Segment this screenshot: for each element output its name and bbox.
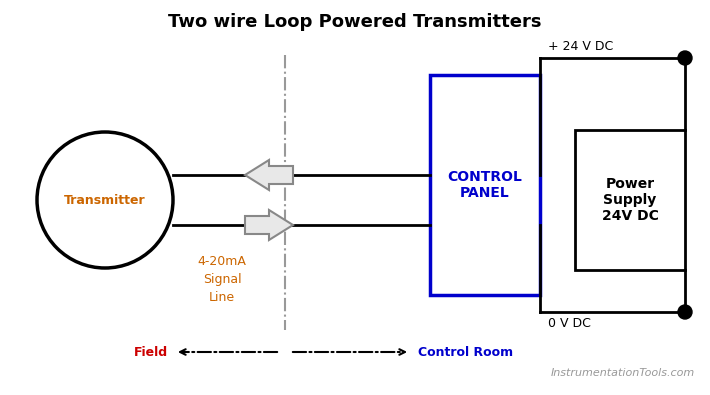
Text: 4-20mA
Signal
Line: 4-20mA Signal Line [197, 255, 246, 304]
Text: Control Room: Control Room [418, 346, 513, 359]
Text: + 24 V DC: + 24 V DC [548, 40, 613, 53]
Text: CONTROL
PANEL: CONTROL PANEL [447, 170, 523, 200]
Text: Transmitter: Transmitter [64, 194, 146, 207]
Text: 0 V DC: 0 V DC [548, 317, 591, 330]
Text: Power
Supply
24V DC: Power Supply 24V DC [601, 177, 658, 223]
Circle shape [678, 51, 692, 65]
Bar [575, 130, 685, 270]
Polygon shape [245, 210, 293, 240]
Polygon shape [245, 160, 293, 190]
Text: InstrumentationTools.com: InstrumentationTools.com [551, 368, 695, 378]
Circle shape [678, 305, 692, 319]
Text: Field: Field [134, 346, 168, 359]
Text: Two wire Loop Powered Transmitters: Two wire Loop Powered Transmitters [168, 13, 542, 31]
Bar [430, 75, 540, 295]
